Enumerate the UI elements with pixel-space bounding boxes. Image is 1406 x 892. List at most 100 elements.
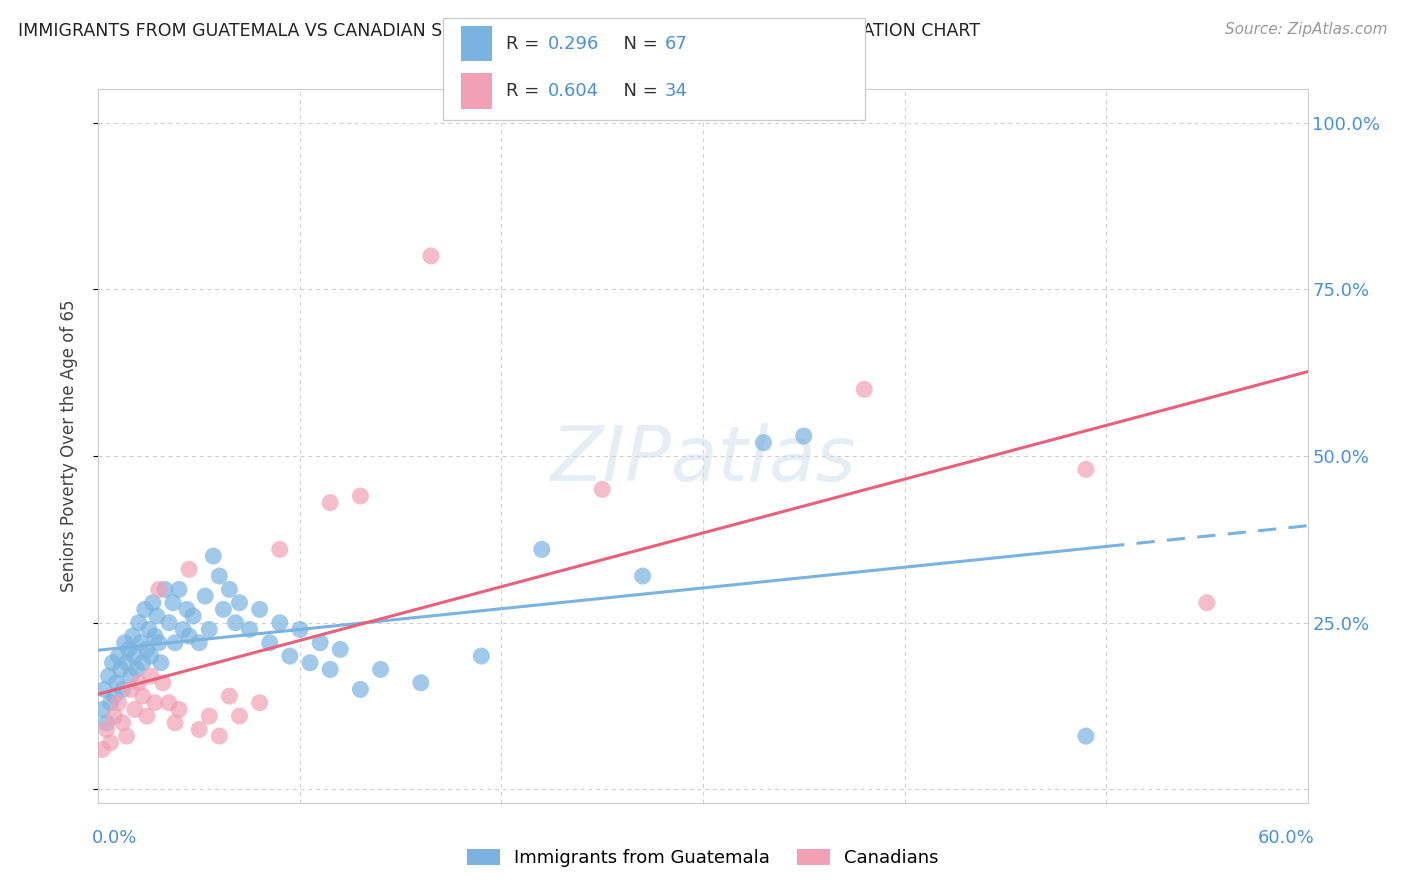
Point [114, 636, 136, 650]
Point [128, 675, 150, 690]
Point [162, 596, 184, 610]
Point [163, 715, 186, 730]
Point [181, 609, 204, 624]
Point [198, 709, 221, 723]
Point [111, 682, 134, 697]
Point [631, 569, 654, 583]
Point [139, 649, 162, 664]
Point [319, 496, 342, 510]
Point [853, 382, 876, 396]
Point [179, 629, 201, 643]
Text: Source: ZipAtlas.com: Source: ZipAtlas.com [1225, 22, 1388, 37]
Point [120, 682, 142, 697]
Point [103, 709, 125, 723]
Point [420, 249, 443, 263]
Point [100, 736, 122, 750]
Point [97, 669, 120, 683]
Point [91, 742, 114, 756]
Text: N =: N = [612, 35, 664, 53]
Point [111, 715, 134, 730]
Point [153, 582, 176, 597]
Point [319, 662, 342, 676]
Y-axis label: Seniors Poverty Over the Age of 65: Seniors Poverty Over the Age of 65 [59, 300, 77, 592]
Point [1195, 596, 1218, 610]
Text: 0.296: 0.296 [548, 35, 600, 53]
Point [152, 675, 174, 690]
Point [143, 629, 166, 643]
Point [129, 636, 152, 650]
Text: R =: R = [506, 35, 546, 53]
Point [143, 696, 166, 710]
Point [218, 582, 240, 597]
Point [218, 689, 240, 703]
Point [124, 702, 146, 716]
Point [349, 682, 371, 697]
Point [100, 696, 122, 710]
Point [115, 656, 138, 670]
Point [194, 589, 217, 603]
Point [212, 602, 235, 616]
Point [125, 662, 148, 676]
Point [134, 602, 156, 616]
Point [124, 649, 146, 664]
Point [188, 636, 211, 650]
Point [107, 696, 129, 710]
Point [249, 602, 271, 616]
Point [132, 656, 155, 670]
Point [288, 623, 311, 637]
Point [120, 669, 142, 683]
Point [118, 642, 141, 657]
Text: 0.604: 0.604 [548, 82, 599, 100]
Point [128, 615, 150, 630]
Point [309, 636, 332, 650]
Point [135, 709, 157, 723]
Point [103, 689, 125, 703]
Point [278, 649, 301, 664]
Point [370, 662, 392, 676]
Point [269, 615, 291, 630]
Point [91, 702, 114, 716]
Point [793, 429, 815, 443]
Point [349, 489, 371, 503]
Point [470, 649, 492, 664]
Legend: Immigrants from Guatemala, Canadians: Immigrants from Guatemala, Canadians [460, 841, 946, 874]
Point [146, 609, 169, 624]
Point [149, 656, 172, 670]
Text: 60.0%: 60.0% [1258, 829, 1315, 847]
Point [591, 483, 613, 497]
Text: IMMIGRANTS FROM GUATEMALA VS CANADIAN SENIORS POVERTY OVER THE AGE OF 65 CORRELA: IMMIGRANTS FROM GUATEMALA VS CANADIAN SE… [18, 22, 980, 40]
Point [96, 723, 118, 737]
Point [249, 696, 271, 710]
Point [96, 715, 118, 730]
Text: ZIPatlas: ZIPatlas [550, 424, 856, 497]
Point [198, 623, 221, 637]
Text: R =: R = [506, 82, 546, 100]
Point [139, 669, 162, 683]
Point [121, 629, 143, 643]
Point [163, 636, 186, 650]
Point [105, 675, 128, 690]
Point [148, 636, 170, 650]
Point [138, 623, 160, 637]
Point [224, 615, 246, 630]
Point [409, 675, 432, 690]
Point [208, 729, 231, 743]
Point [179, 562, 201, 576]
Point [188, 723, 211, 737]
Point [167, 702, 190, 716]
Point [135, 642, 157, 657]
Point [329, 642, 352, 657]
Point [228, 596, 250, 610]
Text: 0.0%: 0.0% [91, 829, 136, 847]
Point [1074, 462, 1097, 476]
Point [202, 549, 225, 563]
Point [157, 615, 180, 630]
Text: 34: 34 [665, 82, 688, 100]
Text: 67: 67 [665, 35, 688, 53]
Point [148, 582, 170, 597]
Point [167, 582, 190, 597]
Point [239, 623, 262, 637]
Point [299, 656, 322, 670]
Point [1074, 729, 1097, 743]
Point [176, 602, 198, 616]
